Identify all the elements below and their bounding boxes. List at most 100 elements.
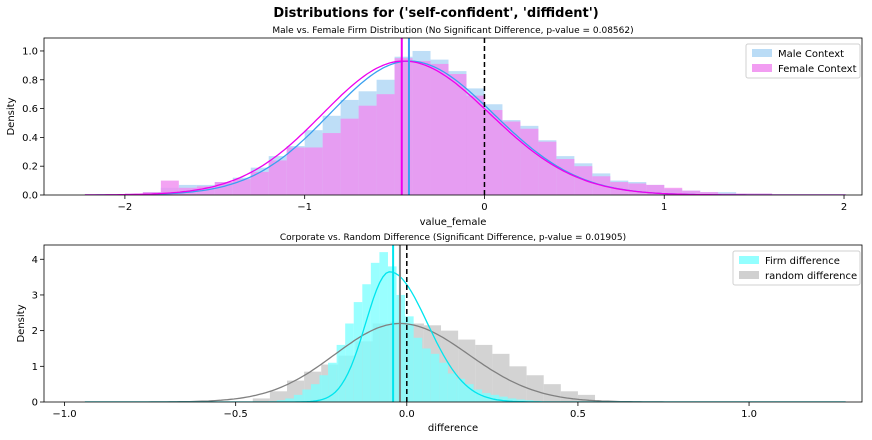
- kde-line: [84, 322, 846, 402]
- histogram-bar: [353, 302, 363, 402]
- histogram-bar: [413, 337, 423, 402]
- histogram-bar: [574, 166, 593, 195]
- y-tick-label: 0.2: [22, 162, 38, 173]
- legend: Firm difference random difference: [732, 250, 861, 286]
- plot-area: [84, 38, 846, 195]
- legend-frame: [745, 43, 861, 79]
- histogram-bar: [492, 353, 510, 402]
- axes-frame: [43, 244, 863, 403]
- histogram-bar: [252, 398, 270, 402]
- histogram-bar: [560, 391, 578, 402]
- histogram-bar: [358, 105, 377, 195]
- histogram-bar: [499, 396, 508, 402]
- histogram-bar: [490, 394, 500, 402]
- axes-title: Male vs. Female Firm Distribution (No Si…: [272, 26, 633, 36]
- histogram-bar: [646, 184, 665, 195]
- histogram-bar: [405, 316, 414, 402]
- y-tick-label: 1.0: [22, 46, 38, 57]
- histogram-bar: [502, 121, 521, 195]
- y-tick-label: 3: [32, 290, 38, 301]
- legend-swatch: [752, 64, 772, 72]
- x-tick-label: −0.5: [224, 409, 248, 420]
- x-tick-label: 1.0: [741, 409, 757, 420]
- histogram-bar: [516, 399, 525, 402]
- histogram-bar: [232, 179, 251, 195]
- histogram-bar: [430, 63, 449, 195]
- y-tick-label: 0: [32, 398, 38, 409]
- legend-swatch: [739, 271, 759, 279]
- x-tick-label: 2: [841, 202, 847, 213]
- histogram-bar: [700, 192, 719, 195]
- legend-label: random difference: [765, 271, 857, 282]
- kde-line: [84, 271, 846, 402]
- axes-frame: [43, 37, 863, 196]
- axes-title: Corporate vs. Random Difference (Signifi…: [280, 233, 626, 243]
- histogram-bar: [310, 384, 320, 402]
- histogram-bar: [340, 118, 359, 195]
- legend-label: Male Context: [778, 49, 844, 60]
- bottom-axes-panel: Corporate vs. Random Difference (Signifi…: [16, 233, 863, 434]
- histogram-bar: [160, 180, 179, 195]
- y-tick-label: 2: [32, 326, 38, 337]
- histogram-bar: [276, 400, 286, 402]
- x-tick-label: −1.0: [52, 409, 76, 420]
- histogram-bar: [250, 171, 269, 195]
- histogram-bar: [682, 190, 701, 195]
- histogram-bar: [538, 141, 557, 195]
- histogram-bar: [439, 362, 448, 402]
- histogram-bar: [464, 384, 474, 402]
- histogram-bar: [524, 400, 534, 402]
- histogram-bar: [507, 398, 517, 402]
- histogram-bar: [322, 133, 341, 195]
- histogram-bar: [370, 262, 380, 402]
- legend-frame: [732, 250, 861, 286]
- histogram-bar: [577, 394, 596, 402]
- histogram-bar: [520, 128, 539, 195]
- x-tick-label: −2: [118, 202, 133, 213]
- histogram-bar: [754, 193, 773, 195]
- histogram-bar: [304, 147, 323, 195]
- legend-swatch: [752, 49, 772, 57]
- histogram-bar: [285, 398, 294, 402]
- histogram-bar: [556, 158, 575, 195]
- histogram-bar: [422, 348, 431, 402]
- y-tick-label: 4: [32, 255, 38, 266]
- histogram-bar: [328, 362, 337, 402]
- x-tick-label: −1: [297, 202, 312, 213]
- histogram-bar: [412, 61, 431, 195]
- histogram-bar: [466, 95, 485, 195]
- x-axis-label: difference: [428, 423, 478, 434]
- histogram-bar: [379, 252, 388, 402]
- legend-label: Firm difference: [765, 256, 840, 267]
- histogram-bar: [664, 187, 683, 195]
- histogram-bar: [448, 74, 467, 195]
- histogram-bar: [475, 344, 493, 402]
- legend: Male Context Female Context: [745, 43, 861, 79]
- histogram-bar: [345, 323, 354, 402]
- x-axis-label: value_female: [420, 217, 487, 228]
- x-tick-label: 0.0: [399, 409, 415, 420]
- legend-label: Female Context: [778, 64, 857, 75]
- histogram-bar: [336, 344, 346, 402]
- histogram-bar: [286, 147, 305, 195]
- y-axis-label: Density: [16, 304, 27, 342]
- x-tick-label: 0: [481, 202, 487, 213]
- histogram-bar: [543, 384, 561, 402]
- histogram-bar: [430, 353, 440, 402]
- histogram-bar: [319, 375, 329, 402]
- histogram-bar: [269, 391, 288, 402]
- figure-suptitle: Distributions for ('self-confident', 'di…: [273, 6, 598, 21]
- histogram-bar: [628, 183, 647, 195]
- histogram-bar: [362, 284, 371, 402]
- x-tick-label: 0.5: [570, 409, 586, 420]
- histogram-bar: [302, 389, 311, 402]
- histogram-bar: [293, 394, 303, 402]
- y-tick-label: 0.6: [22, 104, 38, 115]
- top-axes-panel: Male vs. Female Firm Distribution (No Si…: [6, 26, 863, 228]
- y-tick-label: 0.4: [22, 133, 38, 144]
- y-tick-label: 0.0: [22, 191, 38, 202]
- plot-area: [84, 245, 846, 402]
- histogram-bar: [268, 160, 287, 195]
- histogram-bar: [456, 378, 465, 402]
